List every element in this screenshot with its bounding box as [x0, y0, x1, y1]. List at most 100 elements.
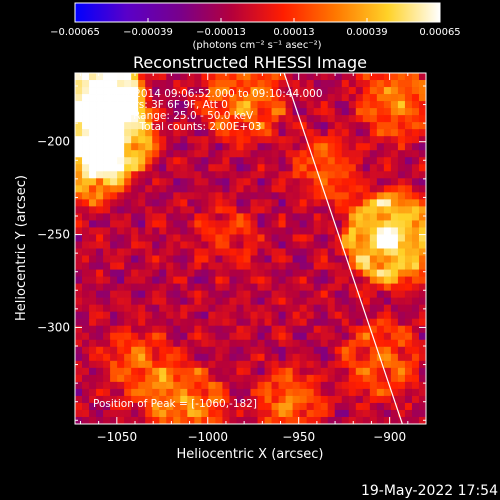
- heatmap-cell: [96, 388, 104, 397]
- heatmap-cell: [348, 80, 357, 88]
- heatmap-cell: [341, 304, 350, 313]
- heatmap-cell: [278, 290, 286, 299]
- heatmap-cell: [180, 353, 188, 362]
- heatmap-cell: [264, 346, 272, 355]
- heatmap-cell: [89, 332, 97, 341]
- heatmap-cell: [173, 122, 181, 130]
- heatmap-cell: [82, 332, 90, 341]
- heatmap-cell: [89, 297, 97, 306]
- heatmap-cell: [124, 178, 132, 186]
- heatmap-cell: [131, 402, 139, 411]
- heatmap-cell: [187, 73, 195, 81]
- heatmap-cell: [264, 318, 272, 327]
- heatmap-cell: [418, 304, 426, 313]
- heatmap-cell: [257, 150, 265, 158]
- heatmap-cell: [82, 171, 90, 179]
- heatmap-cell: [369, 94, 378, 102]
- heatmap-cell: [229, 129, 237, 137]
- heatmap-cell: [292, 332, 301, 341]
- heatmap-cell: [117, 276, 125, 284]
- heatmap-cell: [397, 108, 406, 116]
- heatmap-cell: [124, 213, 132, 221]
- heatmap-cell: [285, 157, 294, 165]
- heatmap-cell: [383, 87, 392, 95]
- heatmap-cell: [243, 416, 251, 424]
- heatmap-cell: [355, 94, 364, 102]
- heatmap-cell: [404, 73, 413, 81]
- heatmap-cell: [285, 94, 294, 102]
- heatmap-cell: [285, 402, 294, 411]
- heatmap-cell: [180, 101, 188, 109]
- heatmap-cell: [201, 304, 209, 313]
- heatmap-cell: [173, 409, 181, 418]
- heatmap-cell: [194, 206, 202, 214]
- heatmap-cell: [250, 73, 258, 81]
- heatmap-cell: [404, 262, 413, 270]
- heatmap-cell: [250, 297, 258, 306]
- heatmap-cell: [194, 416, 202, 424]
- heatmap-cell: [152, 381, 160, 390]
- heatmap-cell: [243, 388, 251, 397]
- heatmap-cell: [236, 234, 244, 242]
- heatmap-cell: [411, 108, 420, 116]
- heatmap-cell: [89, 402, 97, 411]
- heatmap-cell: [404, 388, 413, 397]
- heatmap-cell: [334, 276, 343, 284]
- heatmap-cell: [173, 388, 181, 397]
- heatmap-cell: [236, 199, 244, 207]
- heatmap-cell: [411, 248, 420, 256]
- heatmap-cell: [243, 73, 251, 81]
- heatmap-cell: [397, 206, 406, 214]
- heatmap-cell: [75, 157, 83, 165]
- heatmap-cell: [82, 262, 90, 270]
- heatmap-cell: [313, 101, 322, 109]
- heatmap-cell: [362, 143, 371, 151]
- heatmap-cell: [320, 346, 329, 355]
- heatmap-cell: [306, 108, 315, 116]
- heatmap-cell: [124, 409, 132, 418]
- heatmap-cell: [103, 325, 111, 334]
- heatmap-cell: [355, 416, 364, 424]
- heatmap-cell: [89, 115, 97, 123]
- heatmap-cell: [362, 150, 371, 158]
- heatmap-cell: [257, 241, 265, 249]
- heatmap-cell: [187, 108, 195, 116]
- heatmap-cell: [110, 213, 118, 221]
- heatmap-cell: [299, 73, 308, 81]
- heatmap-cell: [285, 416, 294, 424]
- heatmap-cell: [180, 367, 188, 376]
- heatmap-cell: [159, 234, 167, 242]
- heatmap-cell: [96, 325, 104, 334]
- heatmap-cell: [362, 346, 371, 355]
- heatmap-cell: [89, 122, 97, 130]
- heatmap-cell: [229, 80, 237, 88]
- heatmap-cell: [271, 234, 279, 242]
- heatmap-cell: [348, 325, 357, 334]
- heatmap-cell: [320, 255, 329, 263]
- heatmap-cell: [341, 136, 350, 144]
- heatmap-cell: [159, 122, 167, 130]
- heatmap-cell: [180, 290, 188, 299]
- heatmap-cell: [299, 108, 308, 116]
- heatmap-cell: [250, 409, 258, 418]
- heatmap-cell: [124, 283, 132, 292]
- heatmap-cell: [75, 290, 83, 299]
- heatmap-cell: [82, 87, 90, 95]
- heatmap-cell: [313, 304, 322, 313]
- heatmap-cell: [285, 122, 294, 130]
- heatmap-cell: [271, 143, 279, 151]
- heatmap-cell: [257, 94, 265, 102]
- heatmap-cell: [173, 374, 181, 383]
- heatmap-cell: [166, 360, 174, 369]
- heatmap-cell: [257, 199, 265, 207]
- heatmap-cell: [166, 290, 174, 299]
- heatmap-cell: [208, 304, 216, 313]
- heatmap-cell: [404, 80, 413, 88]
- heatmap-cell: [117, 353, 125, 362]
- heatmap-cell: [285, 290, 294, 299]
- heatmap-cell: [75, 234, 83, 242]
- heatmap-cell: [278, 150, 286, 158]
- heatmap-cell: [334, 241, 343, 249]
- heatmap-cell: [341, 206, 350, 214]
- heatmap-cell: [418, 255, 426, 263]
